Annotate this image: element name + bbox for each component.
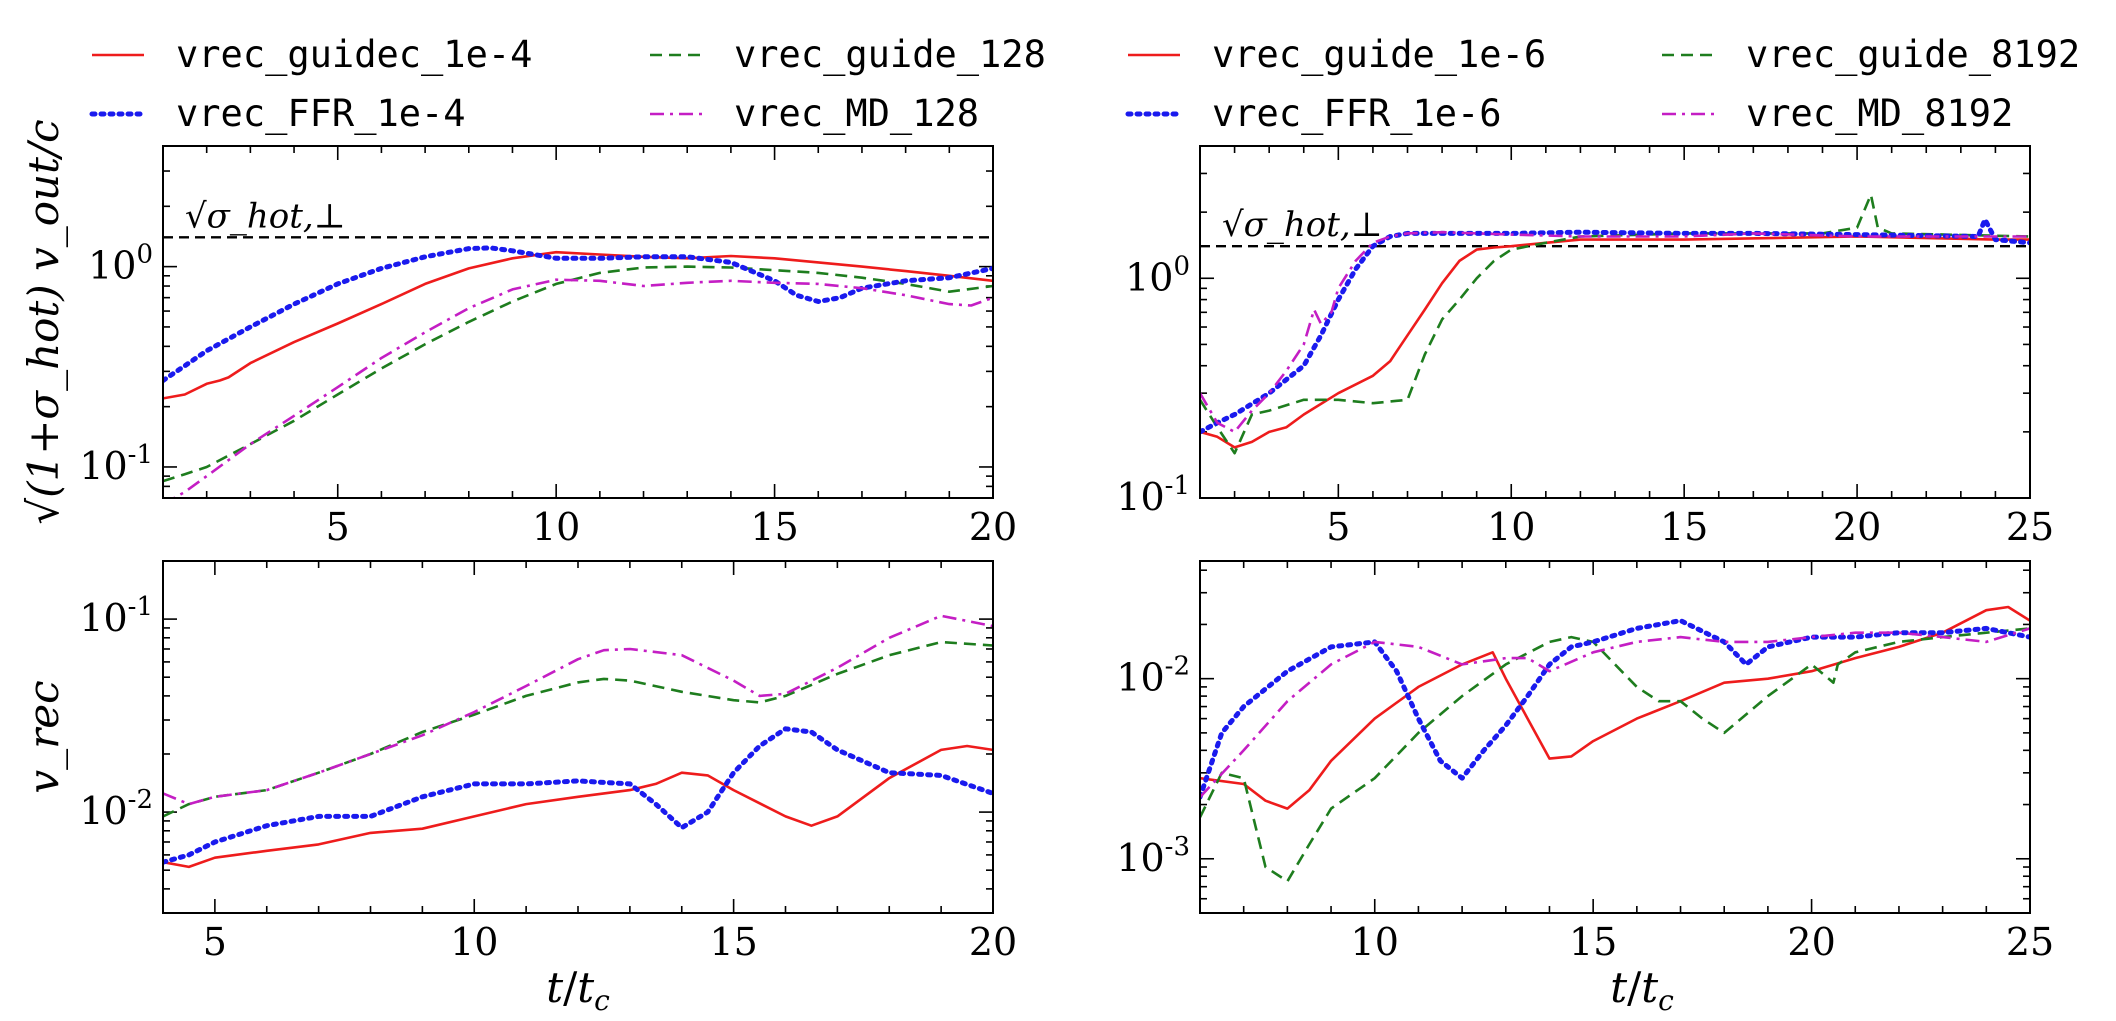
legend-entry-vrec_FFR_1e-6: vrec_FFR_1e-6 [1125, 92, 1502, 136]
xtick-label: 20 [969, 505, 1017, 549]
xtick-label: 5 [326, 505, 350, 549]
panels: 5 10 15 20 10-1 100 √σ_hot,⊥ √(1+σ_hot) v_out/c… [19, 119, 2054, 964]
ytick-label: 10-1 [79, 440, 153, 488]
xtick-label: 15 [709, 920, 757, 964]
ytick-label: 10-3 [1116, 832, 1190, 880]
panel-bottom-left: 5 10 15 20 10-2 10-1v_rec [19, 560, 1017, 964]
xtick-label: 25 [2006, 920, 2054, 964]
ytick-label: 100 [88, 240, 153, 288]
xtick-label: 5 [203, 920, 227, 964]
axes-frame [162, 560, 994, 914]
ytick-label: 10-2 [79, 785, 153, 833]
series-group [163, 614, 993, 869]
xlabel-right: t/tc [1610, 963, 1674, 1017]
legend-label: vrec_guide_128 [734, 33, 1046, 77]
legend-label: vrec_MD_8192 [1746, 92, 2013, 136]
panel-bottom-right: 10 15 20 25 10-3 10-2 [1116, 560, 2054, 964]
xtick-label: 10 [532, 505, 580, 549]
panel-top-left: 5 10 15 20 10-1 100 √σ_hot,⊥ √(1+σ_hot) v_out/c [19, 119, 1017, 549]
axes-frame [1199, 560, 2031, 914]
series-vrec_guide_1e-6 [1200, 605, 2030, 810]
xtick-label: 15 [750, 505, 798, 549]
xtick-label: 15 [1660, 505, 1708, 549]
ytick-label: 10-1 [1116, 471, 1190, 519]
series-group [163, 245, 993, 498]
axes-frame [1199, 145, 2031, 499]
sigma-hot-perp-annotation: √σ_hot,⊥ [185, 196, 346, 236]
legend-label: vrec_MD_128 [734, 92, 979, 136]
series-vrec_MD_128 [163, 614, 993, 806]
xtick-label: 10 [1487, 505, 1535, 549]
ylabel: √(1+σ_hot) v_out/c [19, 119, 68, 524]
series-vrec_FFR_1e-6 [1200, 618, 2030, 800]
xtick-label: 10 [450, 920, 498, 964]
legend-entry-vrec_guide_128: vrec_guide_128 [650, 33, 1046, 77]
series-vrec_guidec_1e-4 [163, 744, 993, 869]
series-vrec_guide_128 [163, 640, 993, 818]
xlabel-left: t/tc [546, 963, 610, 1017]
series-vrec_guide_128 [163, 265, 993, 483]
series-vrec_MD_128 [171, 278, 993, 498]
legend-label: vrec_guide_8192 [1746, 33, 2080, 77]
sigma-hot-perp-annotation: √σ_hot,⊥ [1222, 205, 1383, 245]
series-vrec_guide_1e-6 [1200, 235, 2030, 449]
legend-entry-vrec_MD_8192: vrec_MD_8192 [1662, 92, 2013, 136]
series-vrec_guide_8192 [1200, 193, 2030, 455]
series-group [1200, 193, 2030, 455]
ytick-label: 10-1 [79, 592, 153, 640]
ytick-label: 100 [1125, 251, 1190, 299]
legend-entry-vrec_guide_1e-6: vrec_guide_1e-6 [1128, 33, 1546, 77]
ytick-label: 10-2 [1116, 652, 1190, 700]
series-vrec_guidec_1e-4 [163, 250, 993, 400]
series-vrec_FFR_1e-4 [163, 245, 993, 383]
xtick-label: 20 [1787, 920, 1835, 964]
panel-top-right: 5 10 15 20 25 10-1 100 √σ_hot,⊥ [1116, 145, 2054, 549]
legend-label: vrec_guidec_1e-4 [176, 33, 532, 77]
legend-label: vrec_FFR_1e-4 [176, 92, 466, 136]
xtick-label: 20 [1833, 505, 1881, 549]
legend-entry-vrec_FFR_1e-4: vrec_FFR_1e-4 [89, 92, 466, 136]
axes-frame [162, 145, 994, 499]
xtick-label: 25 [2006, 505, 2054, 549]
legend-entry-vrec_guide_8192: vrec_guide_8192 [1662, 33, 2080, 77]
legend-entry-vrec_guidec_1e-4: vrec_guidec_1e-4 [92, 33, 532, 77]
xtick-label: 20 [969, 920, 1017, 964]
legend-entry-vrec_MD_128: vrec_MD_128 [650, 92, 979, 136]
series-group [1200, 605, 2030, 883]
legends: vrec_guidec_1e-4 vrec_guide_128 vrec_FFR_1… [89, 33, 2080, 136]
series-vrec_guide_8192 [1200, 627, 2030, 883]
xtick-label: 15 [1569, 920, 1617, 964]
series-vrec_MD_8192 [1200, 230, 2030, 434]
ylabel: v_rec [19, 680, 68, 793]
series-vrec_FFR_1e-4 [163, 726, 993, 865]
legend-label: vrec_FFR_1e-6 [1212, 92, 1502, 136]
series-vrec_MD_8192 [1200, 627, 2030, 798]
xtick-label: 5 [1326, 505, 1350, 549]
xtick-label: 10 [1351, 920, 1399, 964]
legend-label: vrec_guide_1e-6 [1212, 33, 1546, 77]
